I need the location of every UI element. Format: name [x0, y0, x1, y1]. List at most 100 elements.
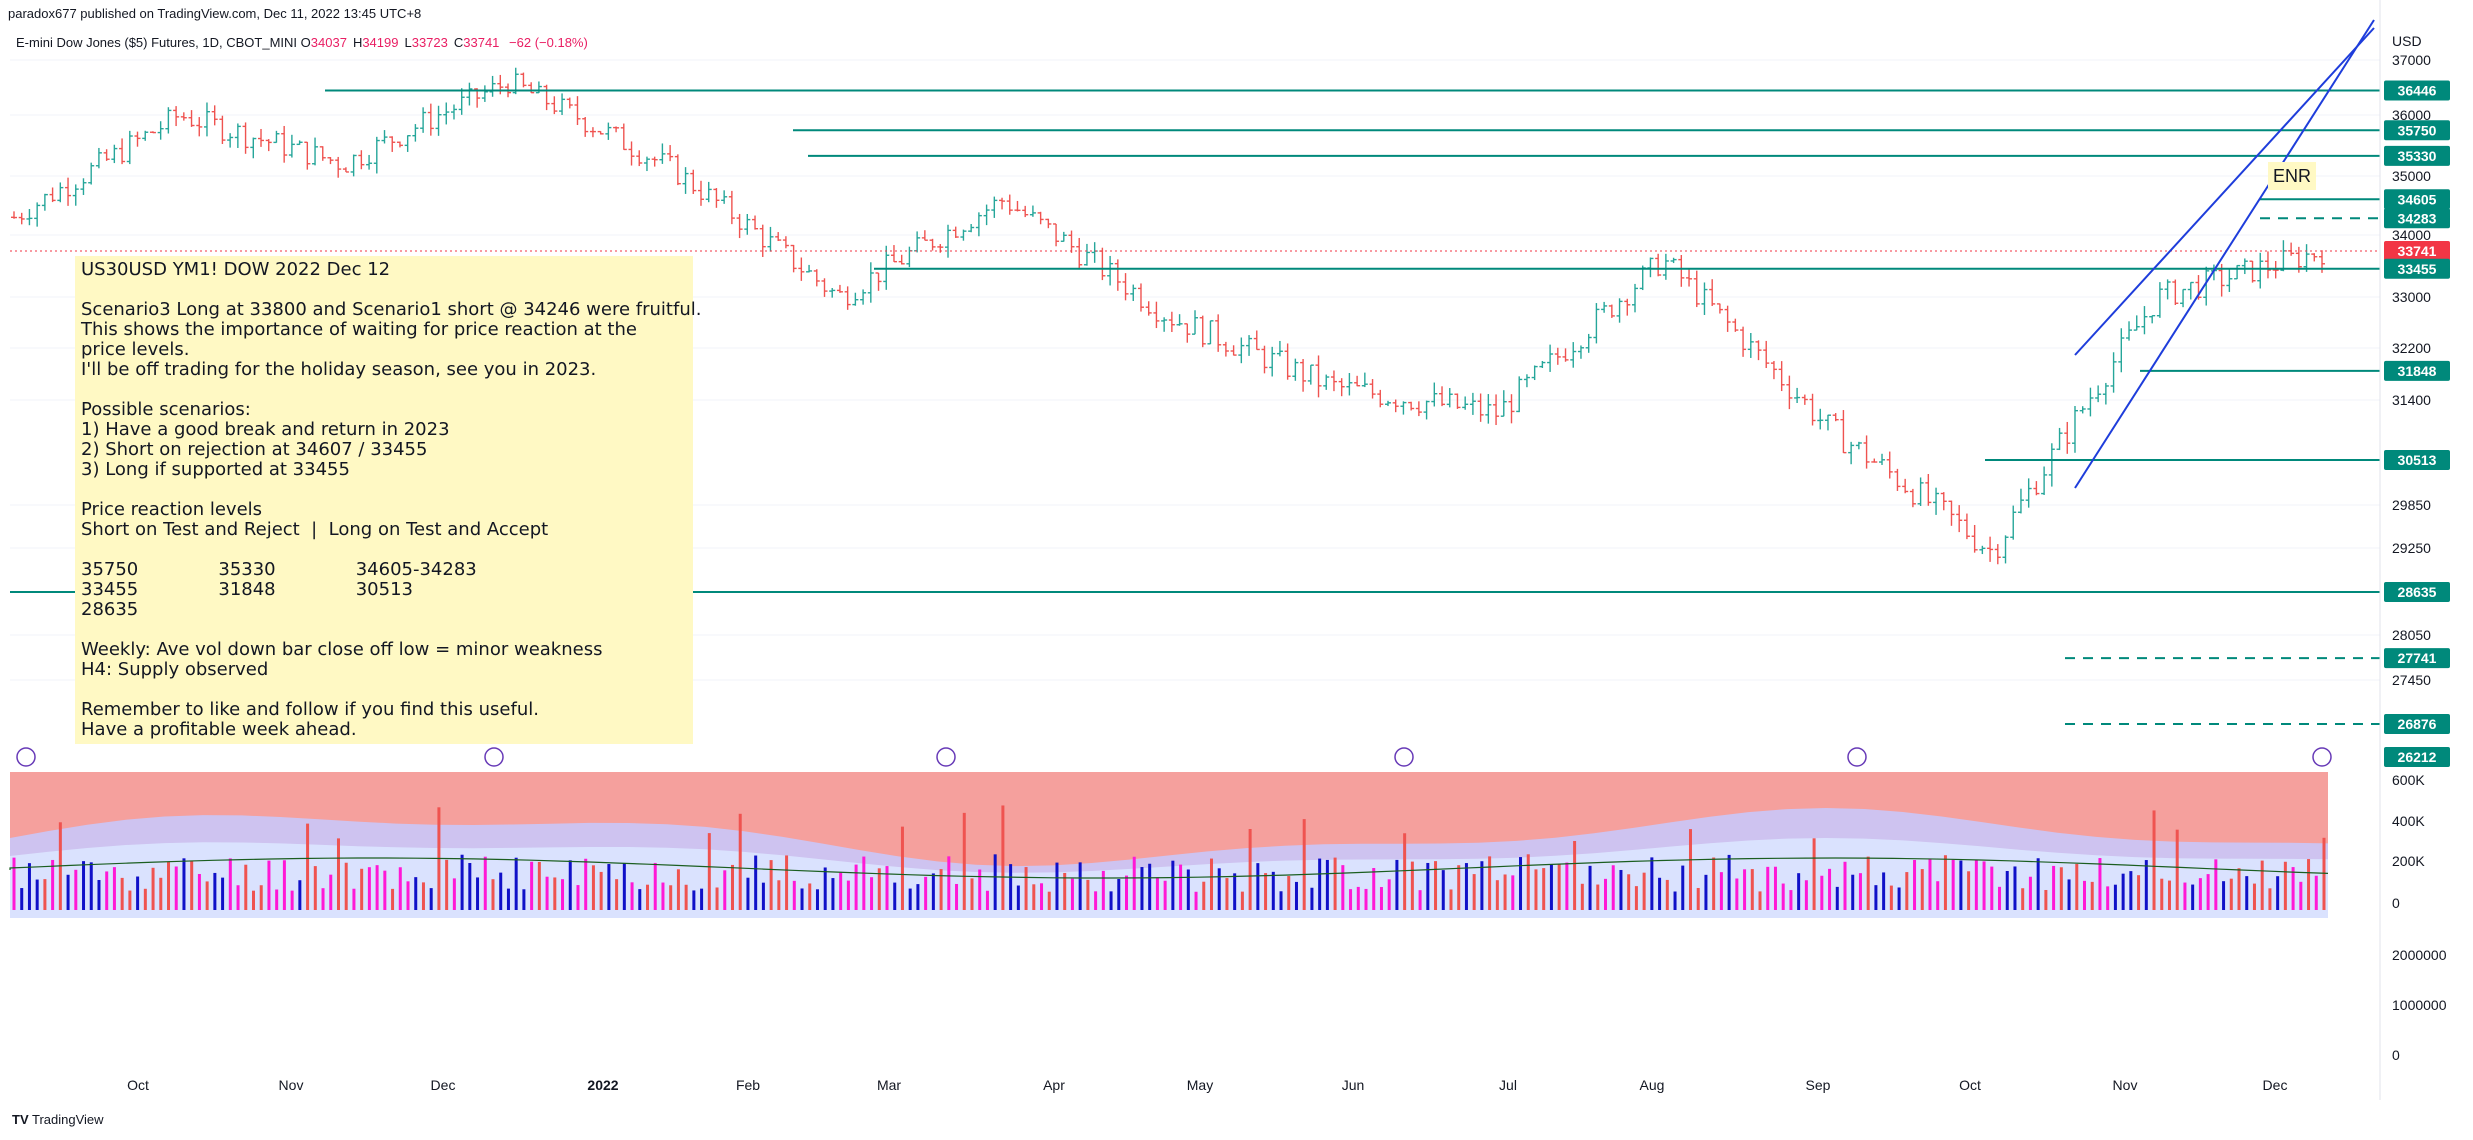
volume-bar	[167, 862, 171, 910]
volume-bar	[1495, 880, 1499, 910]
volume-bar	[622, 863, 626, 910]
volume-bar	[715, 887, 719, 910]
price-tag[interactable]	[2384, 747, 2450, 767]
lower-tick-label: 1000000	[2392, 997, 2447, 1013]
event-icon[interactable]	[16, 747, 36, 767]
volume-bar	[1650, 857, 1654, 910]
note-line: Possible scenarios:	[81, 399, 251, 420]
volume-bar	[1109, 891, 1113, 910]
volume-bar	[2013, 866, 2017, 910]
price-tag[interactable]	[2384, 648, 2450, 669]
currency-label: USD	[2392, 33, 2422, 49]
volume-bar	[1974, 860, 1978, 910]
volume-bar	[1209, 858, 1213, 910]
y-tick-label: 36000	[2392, 107, 2431, 123]
volume-bar	[2044, 889, 2048, 910]
volume-bar	[1642, 872, 1646, 910]
volume-bar	[877, 868, 881, 910]
price-tag[interactable]	[2384, 258, 2450, 279]
volume-bar	[1851, 874, 1855, 910]
event-icon[interactable]	[484, 747, 504, 767]
published-info: paradox677 published on TradingView.com,…	[8, 6, 422, 21]
price-tag[interactable]	[2384, 120, 2450, 141]
price-tag[interactable]	[2384, 241, 2450, 262]
volume-bar	[1611, 865, 1615, 910]
volume-bar	[105, 871, 109, 910]
volume-bar	[1936, 881, 1940, 910]
price-tag-label: 35330	[2398, 148, 2437, 164]
channel-lower-line[interactable]	[2074, 19, 2375, 489]
volume-bar	[630, 882, 634, 910]
event-icon[interactable]	[1847, 747, 1867, 767]
volume-bar	[1789, 890, 1793, 910]
volume-bar	[1070, 878, 1074, 910]
volume-bar	[769, 860, 773, 910]
event-icon[interactable]	[2312, 747, 2332, 767]
price-tag[interactable]	[2384, 714, 2450, 734]
volume-bar	[1619, 869, 1623, 910]
volume-bar	[1959, 860, 1963, 910]
volume-bar	[1024, 867, 1028, 910]
volume-bar	[692, 890, 696, 910]
analysis-note: US30USD YM1! DOW 2022 Dec 12 Scenario3 Lo…	[75, 256, 701, 744]
x-tick-label: Mar	[877, 1077, 901, 1093]
price-tag[interactable]	[2384, 145, 2450, 166]
x-tick-label: Jul	[1499, 1077, 1517, 1093]
volume-bar	[205, 881, 209, 910]
event-icon[interactable]	[936, 747, 956, 767]
volume-bar	[476, 877, 480, 910]
volume-bar	[1580, 883, 1584, 910]
volume-bar	[1418, 890, 1422, 910]
volume-bar	[174, 866, 178, 910]
x-tick-label: Nov	[2113, 1077, 2138, 1093]
volume-bar	[2036, 858, 2040, 910]
volume-bar	[1233, 873, 1237, 910]
volume-bar	[1565, 862, 1569, 910]
volume-bar	[313, 866, 317, 910]
volume-bar	[1511, 875, 1515, 910]
volume-bar	[2222, 881, 2226, 910]
volume-bar	[2291, 867, 2295, 910]
price-axis: USD 37000 36000 35000 34000 33000 32200 31400 29…	[2379, 0, 2431, 1100]
x-tick-label: Oct	[127, 1077, 149, 1093]
volume-bar	[1596, 884, 1600, 910]
price-tag[interactable]	[2384, 208, 2450, 229]
volume-bar	[955, 883, 959, 910]
x-tick-label: Dec	[431, 1077, 456, 1093]
volume-bar	[1148, 863, 1152, 910]
volume-bar	[985, 890, 989, 910]
price-tag[interactable]	[2384, 582, 2450, 602]
ohlc-values: O34037 H34199 L33723 C33741	[301, 35, 506, 50]
brand-label: TradingView	[32, 1112, 104, 1127]
y-tick-label: 27450	[2392, 672, 2431, 688]
volume-bar	[1688, 829, 1692, 910]
volume-bar	[1171, 860, 1175, 910]
volume-bar	[1341, 865, 1345, 910]
price-tag[interactable]	[2384, 360, 2450, 381]
volume-bar	[638, 889, 642, 910]
volume-bar	[591, 865, 595, 910]
price-tag[interactable]	[2384, 450, 2450, 470]
price-tag[interactable]	[2384, 80, 2450, 101]
volume-bar	[1920, 869, 1924, 910]
volume-bar	[1132, 856, 1136, 910]
volume-bar	[1549, 864, 1553, 910]
volume-bar	[282, 860, 286, 910]
price-tag-label: 34283	[2398, 210, 2437, 226]
price-tag[interactable]	[2384, 189, 2450, 210]
note-line: 3) Long if supported at 33455	[81, 459, 350, 480]
volume-bar	[653, 862, 657, 910]
x-tick-label: Aug	[1640, 1077, 1665, 1093]
symbol-title[interactable]: E-mini Dow Jones ($5) Futures, 1D, CBOT_…	[16, 35, 298, 50]
channel-upper-line[interactable]	[2074, 27, 2375, 356]
volume-bar	[823, 867, 827, 910]
volume-bar	[2299, 881, 2303, 910]
volume-bar	[893, 882, 897, 910]
enr-label: ENR	[2273, 166, 2311, 186]
volume-bar	[1951, 859, 1955, 910]
event-icon[interactable]	[1394, 747, 1414, 767]
volume-bar	[1681, 865, 1685, 910]
volume-bar	[460, 854, 464, 910]
volume-bar	[1835, 886, 1839, 910]
